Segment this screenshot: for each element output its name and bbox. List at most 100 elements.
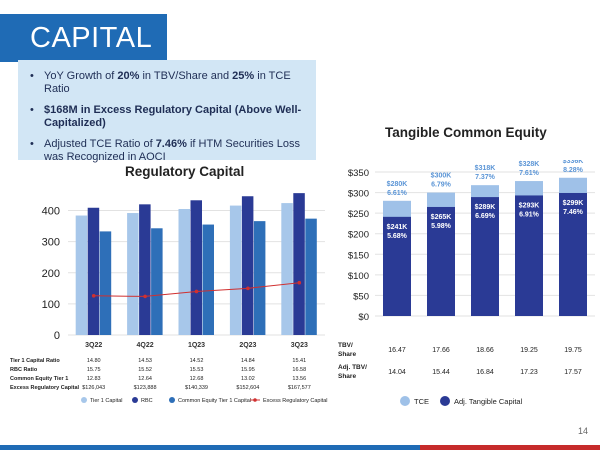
highlight-item: Adjusted TCE Ratio of 7.46% if HTM Secur… (26, 138, 316, 164)
table-row-label: Tier 1 Capital Ratio (10, 358, 60, 364)
table-cell: $152,604 (236, 385, 259, 391)
cet1-bar (151, 228, 163, 335)
y-tick-label: 200 (42, 268, 60, 280)
adj-data-label: $241K (387, 224, 408, 231)
tce-data-label: 7.61% (519, 170, 540, 177)
cet1-bar (202, 224, 214, 335)
y-tick-label: $100 (348, 271, 369, 282)
legend-swatch (81, 397, 87, 403)
tce-data-label: $336K (563, 160, 584, 165)
x-tick-label: 2Q23 (239, 342, 256, 349)
table-cell: 17.23 (520, 369, 538, 376)
adj-data-label: $289K (475, 204, 496, 211)
footer-bar (0, 445, 600, 450)
rbc-bar (139, 204, 151, 335)
x-tick-label: 4Q22 (432, 319, 449, 326)
table-cell: 14.04 (388, 369, 406, 376)
cet1-bar (305, 218, 317, 335)
y-tick-label: $200 (348, 230, 369, 241)
x-tick-label: 1Q23 (188, 342, 205, 349)
tce-data-label: 6.79% (431, 182, 452, 189)
adj-data-label: $293K (519, 202, 540, 209)
rbc-bar (293, 193, 305, 335)
table-cell: 14.52 (190, 358, 204, 364)
legend-swatch (169, 397, 175, 403)
x-tick-label: 4Q22 (137, 342, 154, 349)
tce-chart-title: Tangible Common Equity (385, 125, 547, 140)
table-cell: $126,043 (82, 385, 105, 391)
table-cell: 15.41 (292, 358, 306, 364)
legend-line-marker (253, 398, 257, 402)
legend-label: RBC (141, 398, 153, 404)
table-cell: 15.52 (138, 367, 152, 373)
tier1-bar (127, 213, 139, 335)
cet1-bar (99, 231, 112, 335)
excess-point (246, 286, 250, 291)
table-cell: 19.25 (520, 347, 538, 354)
adj-tangible-bar (427, 206, 455, 316)
adj-tangible-bar (515, 195, 543, 316)
table-cell: 15.53 (190, 367, 204, 373)
tier1-bar (178, 209, 190, 335)
y-tick-label: $300 (348, 189, 369, 200)
table-cell: 16.84 (476, 369, 494, 376)
legend-label: Adj. Tangible Capital (454, 397, 523, 406)
table-cell: 14.84 (241, 358, 255, 364)
table-row-label: Common Equity Tier 1 (10, 376, 68, 382)
adj-data-label: 5.98% (431, 223, 452, 230)
adj-data-label: 7.46% (563, 209, 584, 216)
adj-data-label: 6.69% (475, 213, 496, 220)
y-tick-label: 400 (42, 206, 60, 218)
table-cell: $167,577 (288, 385, 311, 391)
tce-data-label: $328K (519, 161, 540, 168)
adj-data-label: 5.68% (387, 233, 408, 240)
table-cell: $123,888 (134, 385, 157, 391)
tce-data-label: 7.37% (475, 174, 496, 181)
tce-data-label: $300K (431, 173, 452, 180)
table-cell: 15.75 (87, 367, 101, 373)
page-number: 14 (577, 426, 588, 436)
table-cell: 16.47 (388, 347, 406, 354)
rbc-bar (190, 200, 202, 335)
table-cell: 12.68 (190, 376, 204, 382)
x-tick-label: 3Q23 (564, 319, 581, 326)
table-row-label: Share (338, 351, 356, 358)
excess-point (143, 294, 147, 299)
table-cell: 14.80 (87, 358, 101, 364)
table-row-label: RBC Ratio (10, 367, 38, 373)
legend-swatch (440, 396, 450, 406)
y-tick-label: $50 (353, 291, 369, 302)
title-banner: CAPITAL (0, 14, 167, 62)
table-row-label: TBV/ (338, 342, 353, 349)
x-tick-label: 3Q22 (388, 319, 405, 326)
y-tick-label: 100 (42, 299, 60, 311)
highlights-list: YoY Growth of 20% in TBV/Share and 25% i… (18, 70, 316, 164)
y-tick-label: 0 (54, 330, 60, 342)
table-row-label: Adj. TBV/ (338, 364, 367, 371)
tier1-bar (75, 215, 88, 335)
y-tick-label: $150 (348, 250, 369, 261)
table-cell: 17.66 (432, 347, 450, 354)
rbc-bar (87, 207, 100, 335)
page-title: CAPITAL (30, 22, 153, 54)
x-tick-label: 1Q23 (476, 319, 493, 326)
highlight-item: $168M in Excess Regulatory Capital (Abov… (26, 104, 316, 130)
adj-data-label: $299K (563, 200, 584, 207)
table-cell: 12.64 (138, 376, 152, 382)
tier1-bar (281, 203, 293, 335)
y-tick-label: $0 (358, 312, 369, 323)
table-cell: 14.53 (138, 358, 152, 364)
cet1-bar (253, 221, 266, 335)
adj-tangible-bar (383, 216, 411, 316)
regulatory-capital-title: Regulatory Capital (125, 164, 245, 179)
legend-swatch (400, 396, 410, 406)
excess-point (297, 280, 302, 285)
tce-data-label: 8.28% (563, 167, 584, 174)
regulatory-capital-chart: 0 100 200 300 400 3Q22 4Q22 1Q23 2Q23 3Q23 Tier 1 … (10, 193, 328, 404)
highlight-item: YoY Growth of 20% in TBV/Share and 25% i… (26, 70, 316, 96)
tce-data-label: 6.61% (387, 190, 408, 197)
adj-tangible-bar (471, 197, 499, 316)
y-tick-label: $250 (348, 209, 369, 220)
y-tick-label: 300 (42, 237, 60, 249)
highlights-box: YoY Growth of 20% in TBV/Share and 25% i… (18, 60, 316, 163)
